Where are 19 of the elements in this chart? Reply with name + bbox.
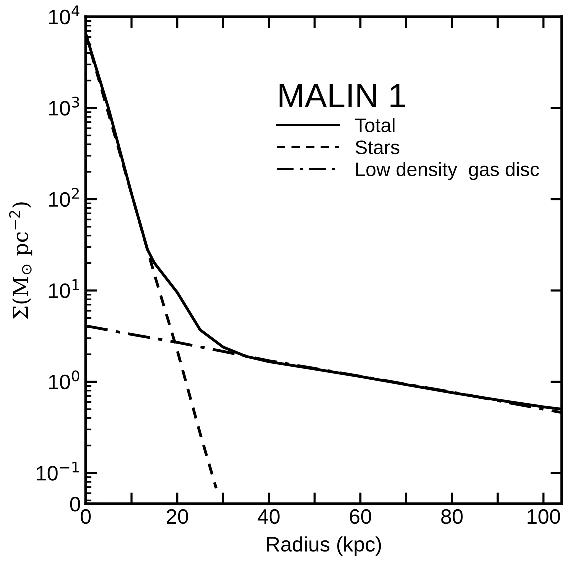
legend-title: MALIN 1 (280, 84, 406, 108)
legend-label: Total (355, 118, 395, 132)
y-tick-label: 10$^{0}$ (49, 370, 80, 390)
x-tick-label: 0 (81, 509, 91, 524)
y-tick-label: 0 (70, 497, 80, 512)
x-tick-label: 80 (441, 509, 463, 524)
legend-label: Low density gas disc (356, 162, 540, 180)
y-tick-label: 10$^{4}$ (49, 6, 80, 25)
legend-label: Stars (356, 140, 400, 154)
x-tick-label: 20 (167, 509, 188, 524)
x-tick-label: 100 (528, 509, 560, 524)
y-tick-label: 10$^{3}$ (49, 96, 80, 116)
x-tick-label: 60 (350, 509, 372, 524)
x-tick-label: 40 (258, 509, 280, 524)
x-axis-title: Radius (kpc) (267, 536, 382, 556)
y-tick-label: 10$^{1}$ (49, 280, 80, 298)
y-tick-label: 10$^{−1}$ (37, 462, 80, 481)
y-tick-label: 10$^{2}$ (49, 188, 79, 208)
y-axis-title: Σ(M$_{⊙}$ pc$^{−2}$) (9, 202, 33, 320)
